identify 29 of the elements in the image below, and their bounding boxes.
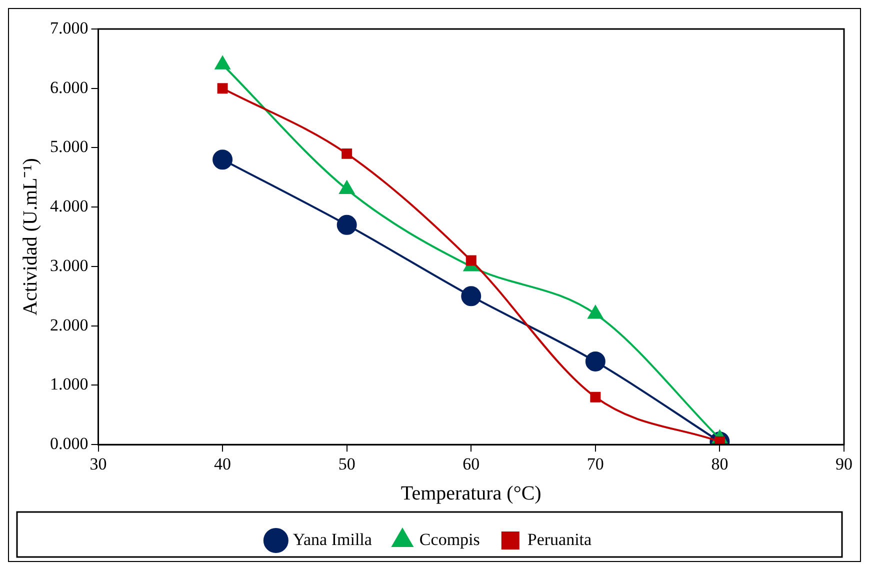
x-tick-label: 30 [90,454,107,474]
legend-label: Ccompis [419,530,480,549]
point [588,305,603,319]
x-tick-label: 70 [586,454,604,474]
y-tick-label: 1.000 [50,374,88,394]
y-tick-label: 4.000 [50,196,88,216]
x-tick-label: 80 [711,454,728,474]
x-axis-title: Temperatura (°C) [400,482,542,504]
y-tick-label: 7.000 [50,18,88,38]
x-tick-label: 50 [338,454,356,474]
point [466,255,476,266]
x-tick-label: 40 [214,454,232,474]
y-tick-label: 3.000 [50,256,88,275]
x-tick-label: 90 [836,454,852,474]
x-tick-label: 60 [462,454,480,474]
y-tick-label: 6.000 [50,78,88,97]
y-tick-label: 5.000 [50,137,88,156]
point [336,214,357,235]
point [585,351,606,372]
point [217,83,228,94]
y-tick-label: 2.000 [50,315,88,334]
point [342,148,352,159]
y-tick-label: 0.000 [50,434,88,454]
legend-label: Yana Imilla [292,530,372,549]
point [590,392,601,402]
legend-label: Peruanita [527,530,592,549]
y-axis-title: Actividad (U.mL⁻¹) [19,158,42,316]
point [212,150,233,170]
point [461,286,482,306]
